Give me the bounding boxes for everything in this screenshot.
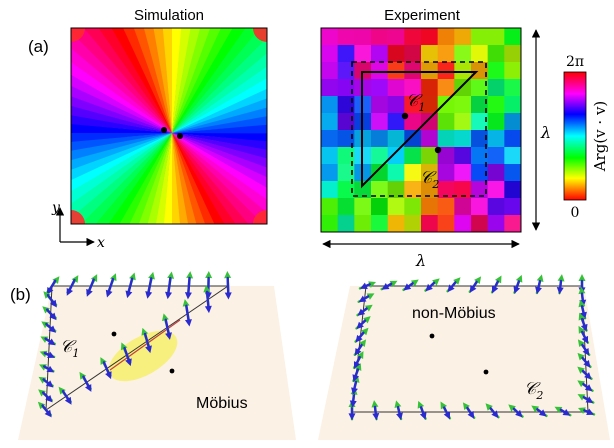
panel-a-label: (a) [28, 37, 49, 56]
svg-text:λ: λ [415, 251, 426, 270]
svg-text:λ: λ [540, 123, 551, 142]
axis-x-label: x [97, 235, 105, 251]
colorbar: 2π 0 Arg(v · v) [563, 54, 609, 221]
simulation-map [70, 27, 268, 225]
non-mobius-label: non-Möbius [412, 305, 496, 322]
lambda-horizontal: λ [322, 239, 520, 270]
colorbar-title: Arg(v · v) [591, 101, 609, 173]
colorbar-bottom-label: 0 [571, 205, 580, 221]
mobius-sheet: 𝒞1 Möbius [18, 271, 296, 440]
mobius-label: Möbius [196, 395, 248, 412]
axis-y-label: y [51, 200, 61, 216]
lambda-vertical: λ [531, 29, 551, 231]
dashed-region [351, 61, 487, 197]
sim-vortex-dot-2 [177, 133, 183, 139]
panel-b-label: (b) [10, 285, 31, 304]
xy-axes: y x [51, 200, 105, 251]
colorbar-top-label: 2π [566, 54, 584, 70]
experiment-title: Experiment [384, 7, 461, 24]
highlight-ellipse [108, 330, 178, 382]
non-mobius-sheet: non-Möbius 𝒞2 [318, 274, 610, 440]
sim-vortex-dot-1 [161, 127, 167, 133]
experiment-map: 𝒞1 𝒞2 [320, 27, 522, 233]
simulation-title: Simulation [134, 7, 204, 24]
triangle-path-c1 [361, 71, 479, 189]
